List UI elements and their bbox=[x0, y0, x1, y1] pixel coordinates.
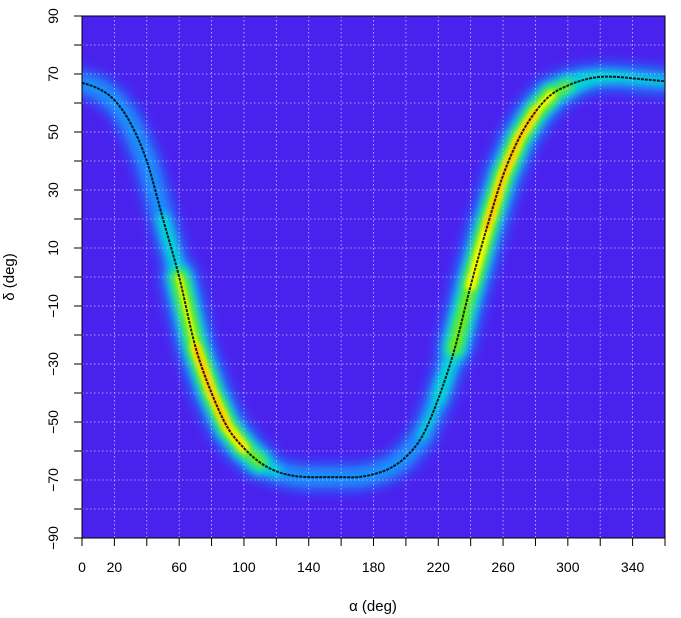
y-tick-label: −70 bbox=[45, 468, 61, 492]
y-axis: −90 −70 −50 −30 −10 10 30 50 70 90 bbox=[45, 8, 82, 550]
y-axis-label: δ (deg) bbox=[1, 253, 18, 301]
y-tick-label: −50 bbox=[45, 410, 61, 434]
x-tick-label: 140 bbox=[297, 559, 321, 575]
x-axis-label: α (deg) bbox=[349, 598, 397, 615]
x-tick-label: 20 bbox=[107, 559, 123, 575]
x-tick-label: 100 bbox=[232, 559, 256, 575]
x-tick-label: 300 bbox=[556, 559, 580, 575]
grid bbox=[82, 16, 665, 538]
y-tick-label: 10 bbox=[45, 240, 61, 256]
y-tick-label: 90 bbox=[45, 8, 61, 24]
y-tick-label: 70 bbox=[45, 66, 61, 82]
x-tick-label: 220 bbox=[427, 559, 451, 575]
curve-line bbox=[82, 75, 665, 479]
y-tick-label: 30 bbox=[45, 182, 61, 198]
curve bbox=[82, 75, 665, 479]
x-tick-label: 180 bbox=[362, 559, 386, 575]
x-tick-label: 60 bbox=[171, 559, 187, 575]
y-tick-label: −90 bbox=[45, 526, 61, 550]
y-tick-label: −30 bbox=[45, 352, 61, 376]
x-tick-label: 0 bbox=[78, 559, 86, 575]
x-tick-label: 340 bbox=[621, 559, 645, 575]
y-tick-label: 50 bbox=[45, 124, 61, 140]
x-axis: 0 20 60 100 140 180 220 260 300 340 bbox=[78, 538, 666, 575]
y-tick-label: −10 bbox=[45, 294, 61, 318]
x-tick-label: 260 bbox=[491, 559, 515, 575]
